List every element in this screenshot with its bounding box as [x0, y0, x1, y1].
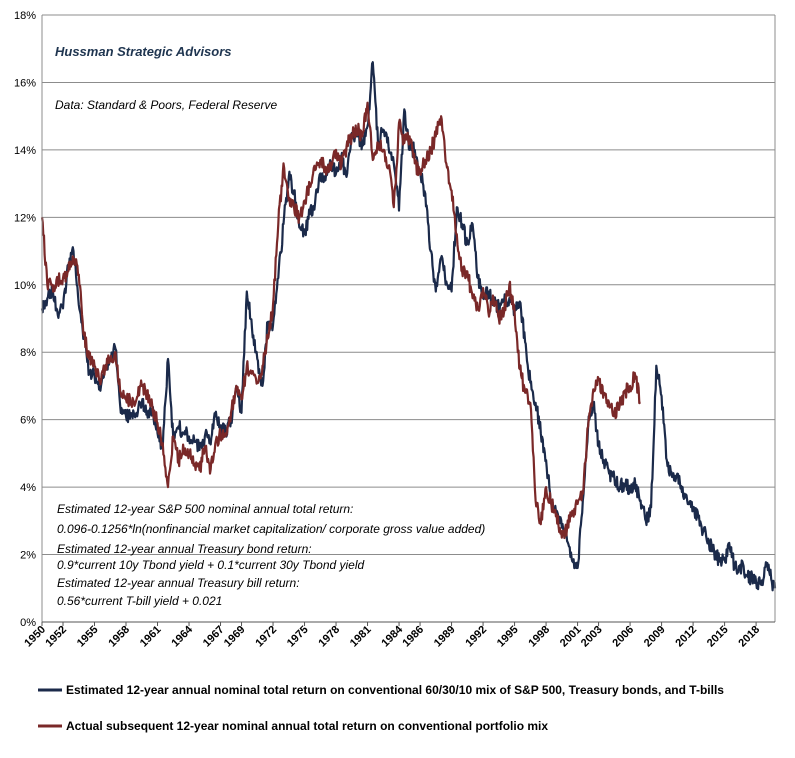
axes: [41, 15, 776, 626]
data-note: Data: Standard & Poors, Federal Reserve: [55, 98, 277, 112]
annotation-line: Estimated 12-year S&P 500 nominal annual…: [57, 502, 353, 516]
y-tick-label: 8%: [20, 347, 36, 359]
y-tick-label: 12%: [14, 212, 36, 224]
gridlines: [42, 14, 775, 623]
y-tick-label: 10%: [14, 280, 36, 292]
series-lines: [40, 61, 777, 592]
y-tick-label: 0%: [20, 617, 36, 629]
y-tick-label: 6%: [20, 415, 36, 427]
y-tick-labels: 0% 2% 4% 6% 8% 10% 12% 14% 16% 18%: [14, 10, 36, 629]
annotation-line: 0.56*current T-bill yield + 0.021: [57, 594, 222, 608]
annotation-line: Estimated 12-year annual Treasury bill r…: [57, 576, 300, 590]
legend-label-actual: Actual subsequent 12-year nominal annual…: [66, 719, 548, 733]
y-tick-label: 18%: [14, 10, 36, 22]
y-tick-label: 4%: [20, 482, 36, 494]
y-tick-label: 16%: [14, 77, 36, 89]
annotation-line: 0.9*current 10y Tbond yield + 0.1*curren…: [57, 558, 365, 572]
source-label: Hussman Strategic Advisors: [55, 44, 232, 59]
series-line-actual: [40, 101, 642, 540]
annotation-line: Estimated 12-year annual Treasury bond r…: [57, 542, 312, 556]
legend-label-estimated: Estimated 12-year annual nominal total r…: [66, 683, 724, 697]
annotation-line: 0.096-0.1256*ln(nonfinancial market capi…: [57, 522, 485, 536]
series-line-estimated: [40, 61, 777, 592]
y-tick-label: 2%: [20, 550, 36, 562]
legend: Estimated 12-year annual nominal total r…: [38, 683, 724, 733]
y-tick-label: 14%: [14, 145, 36, 157]
